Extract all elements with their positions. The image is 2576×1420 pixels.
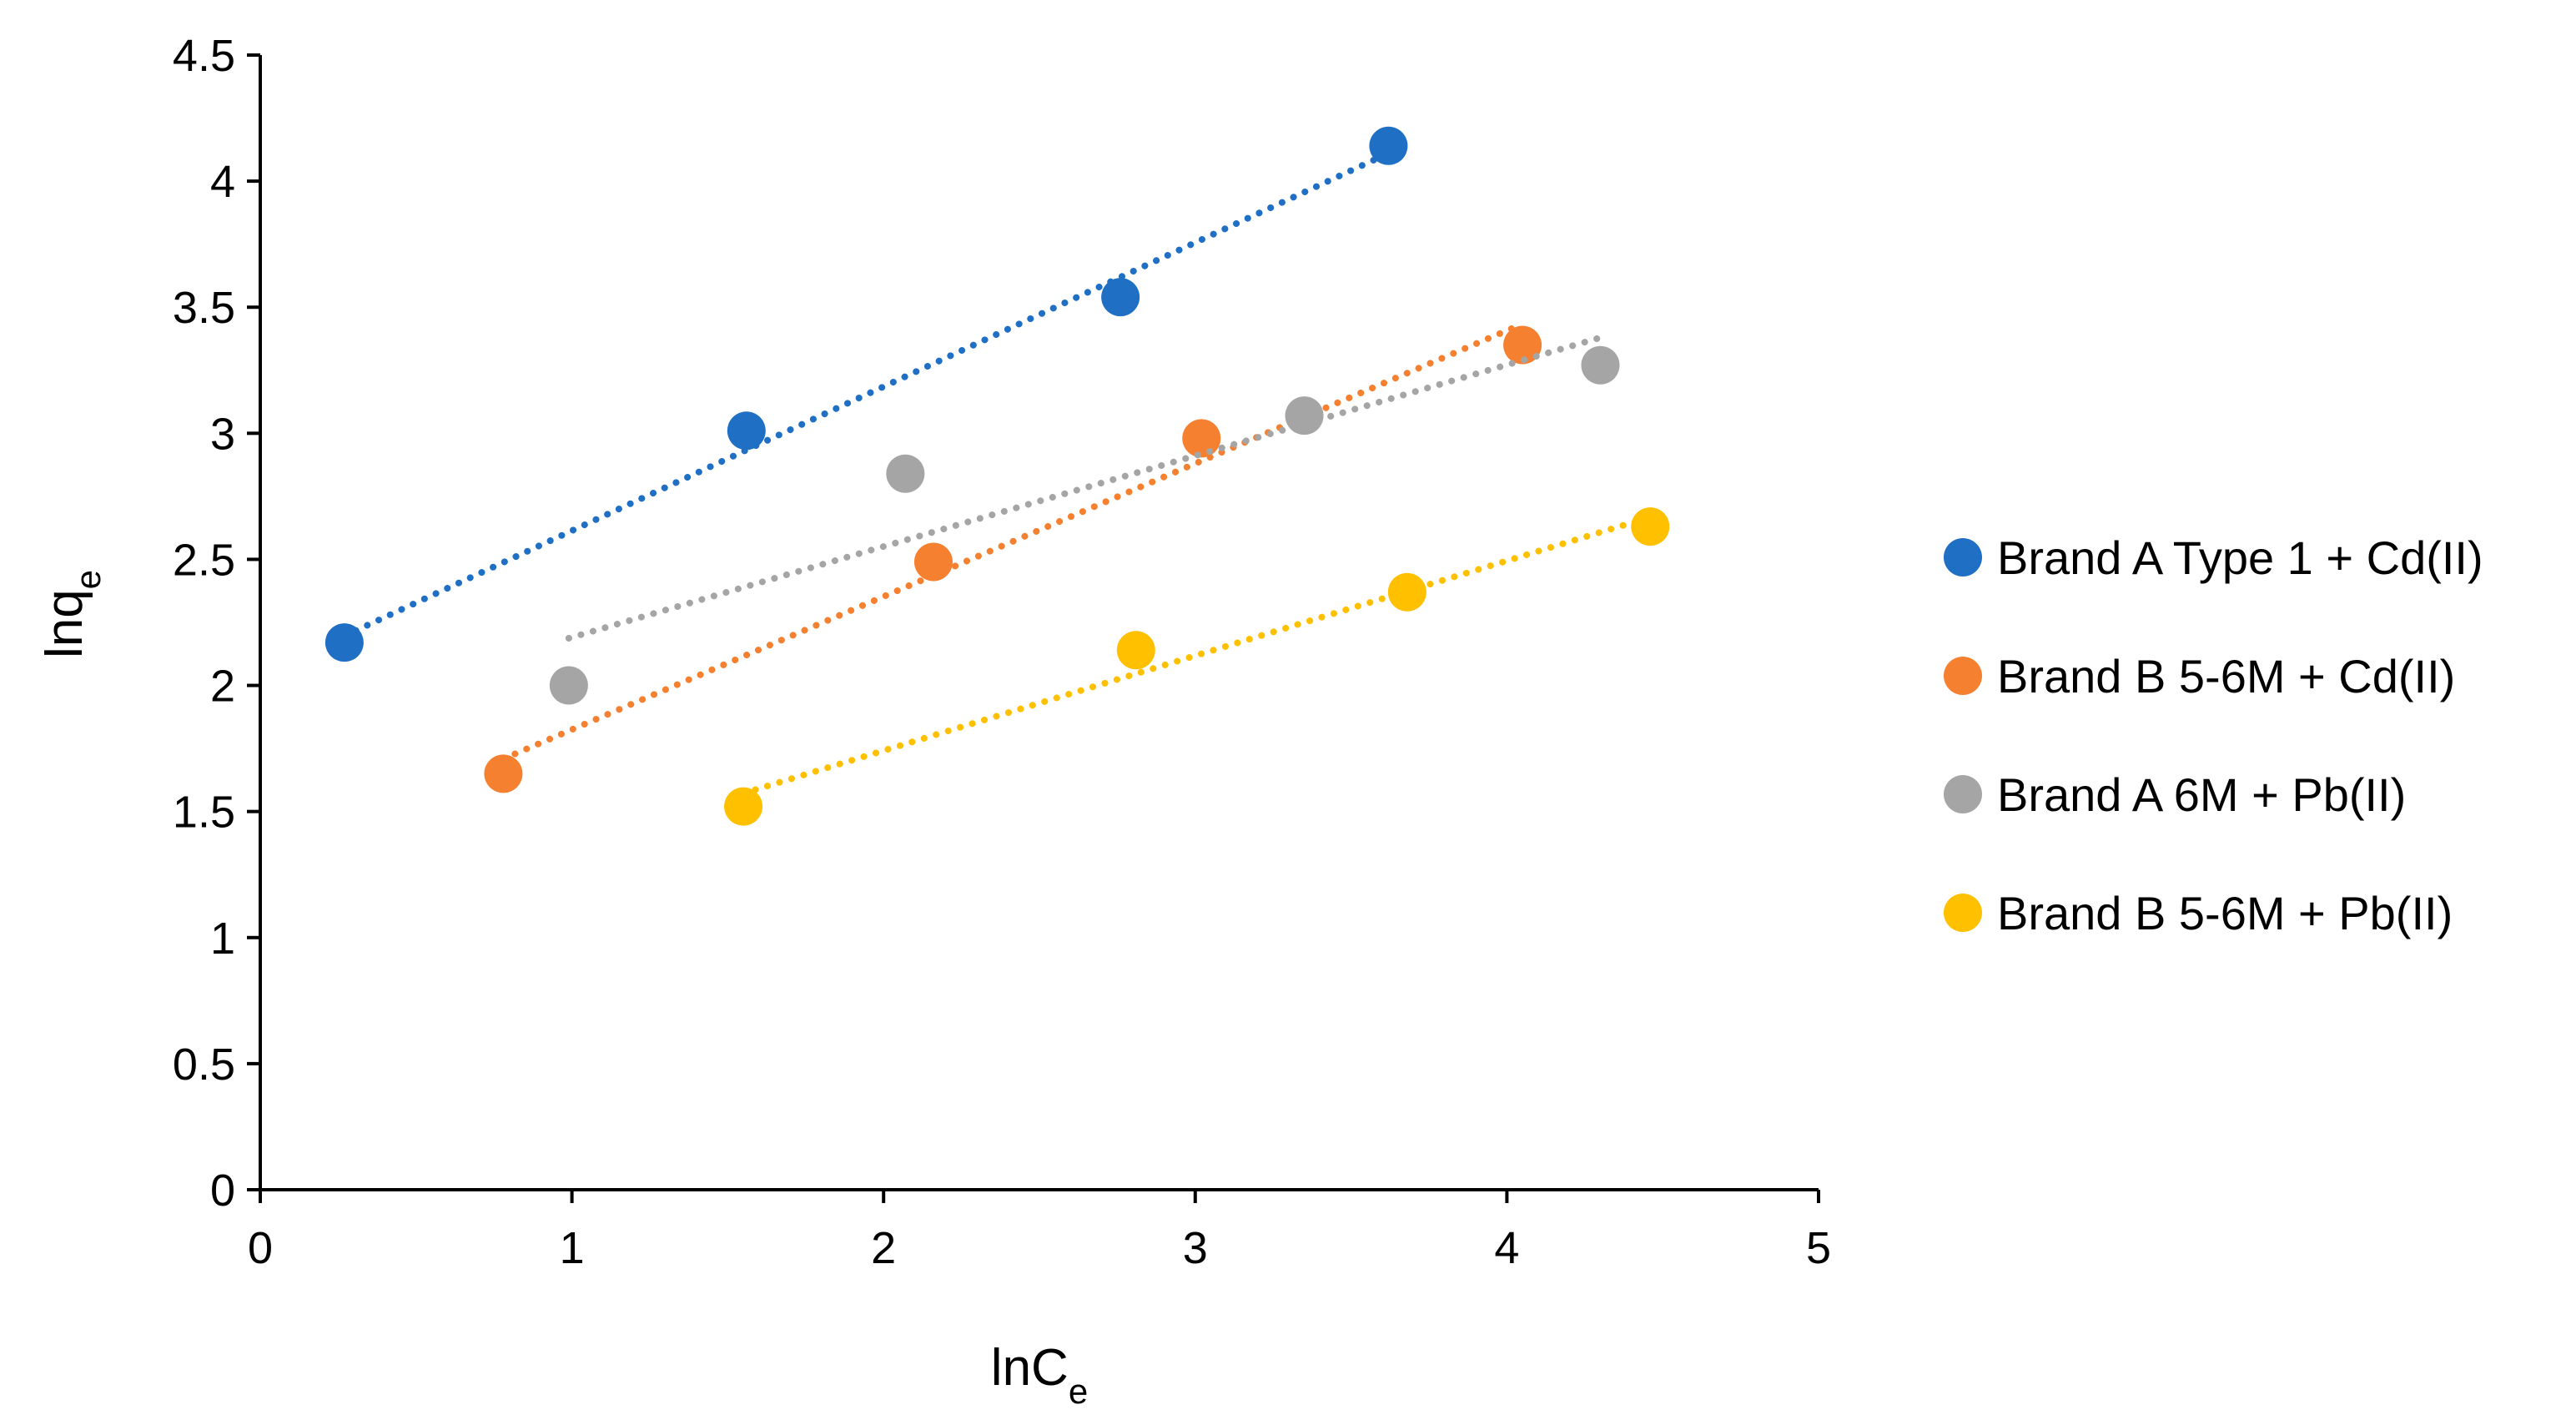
trendline (740, 513, 1654, 797)
trendline (340, 149, 1392, 640)
y-axis-title-main: lnq (36, 589, 93, 658)
legend: Brand A Type 1 + Cd(II) Brand B 5-6M + Cd… (1944, 531, 2483, 939)
axes: 0 1 2 3 4 5 0 0.5 1 1.5 2 2.5 3 3.5 4 4.5 (173, 31, 1831, 1273)
legend-item: Brand B 5-6M + Cd(II) (1944, 650, 2455, 702)
legend-label: Brand B 5-6M + Cd(II) (1997, 650, 2455, 702)
data-point (886, 454, 925, 493)
legend-marker (1944, 775, 1982, 813)
data-point (1116, 631, 1155, 670)
y-axis-title: lnqe (36, 570, 108, 658)
legend-item: Brand B 5-6M + Pb(II) (1944, 887, 2453, 939)
legend-item: Brand A 6M + Pb(II) (1944, 768, 2406, 821)
data-point (913, 542, 953, 582)
legend-marker (1944, 894, 1982, 932)
data-point (549, 666, 588, 705)
y-tick-label: 4 (210, 157, 235, 207)
x-tick-label: 4 (1494, 1223, 1519, 1273)
y-axis-ticks: 0 0.5 1 1.5 2 2.5 3 3.5 4 4.5 (173, 31, 260, 1216)
x-tick-label: 2 (871, 1223, 896, 1273)
data-point (1581, 345, 1620, 385)
legend-label: Brand A 6M + Pb(II) (1997, 768, 2406, 821)
data-point (1369, 126, 1408, 165)
data-point (1503, 325, 1542, 365)
data-point (1285, 396, 1324, 436)
y-axis-title-sub: e (68, 570, 108, 589)
y-tick-label: 4.5 (173, 31, 235, 81)
series-4 (724, 507, 1670, 826)
x-axis-ticks: 0 1 2 3 4 5 (248, 1190, 1831, 1273)
data-point (325, 623, 364, 662)
x-tick-label: 3 (1183, 1223, 1208, 1273)
data-point (1631, 507, 1670, 546)
x-tick-label: 1 (560, 1223, 585, 1273)
y-tick-label: 2 (210, 662, 235, 712)
x-tick-label: 5 (1806, 1223, 1831, 1273)
data-point (1182, 419, 1221, 458)
x-tick-label: 0 (248, 1223, 273, 1273)
trendline (565, 334, 1604, 642)
y-tick-label: 0 (210, 1166, 235, 1216)
data-point (727, 411, 766, 451)
legend-marker (1944, 657, 1982, 695)
y-tick-label: 3 (210, 409, 235, 459)
y-tick-label: 0.5 (173, 1040, 235, 1090)
y-tick-label: 2.5 (173, 535, 235, 585)
trendline (500, 320, 1527, 763)
data-point (1387, 572, 1426, 612)
x-axis-title-sub: e (1069, 1372, 1088, 1411)
series-1 (325, 126, 1408, 662)
data-point (484, 754, 523, 793)
legend-label: Brand A Type 1 + Cd(II) (1997, 531, 2483, 584)
y-tick-label: 1 (210, 914, 235, 964)
legend-marker (1944, 538, 1982, 577)
data-point (1101, 278, 1140, 317)
legend-item: Brand A Type 1 + Cd(II) (1944, 531, 2483, 584)
x-axis-title: lnCe (991, 1339, 1088, 1411)
x-axis-title-main: lnC (991, 1339, 1069, 1397)
y-tick-label: 1.5 (173, 788, 235, 838)
y-tick-label: 3.5 (173, 283, 235, 333)
data-point (724, 787, 763, 826)
legend-label: Brand B 5-6M + Pb(II) (1997, 887, 2453, 939)
series-3 (549, 334, 1620, 705)
series-2 (484, 320, 1542, 793)
plot-area (325, 126, 1670, 826)
